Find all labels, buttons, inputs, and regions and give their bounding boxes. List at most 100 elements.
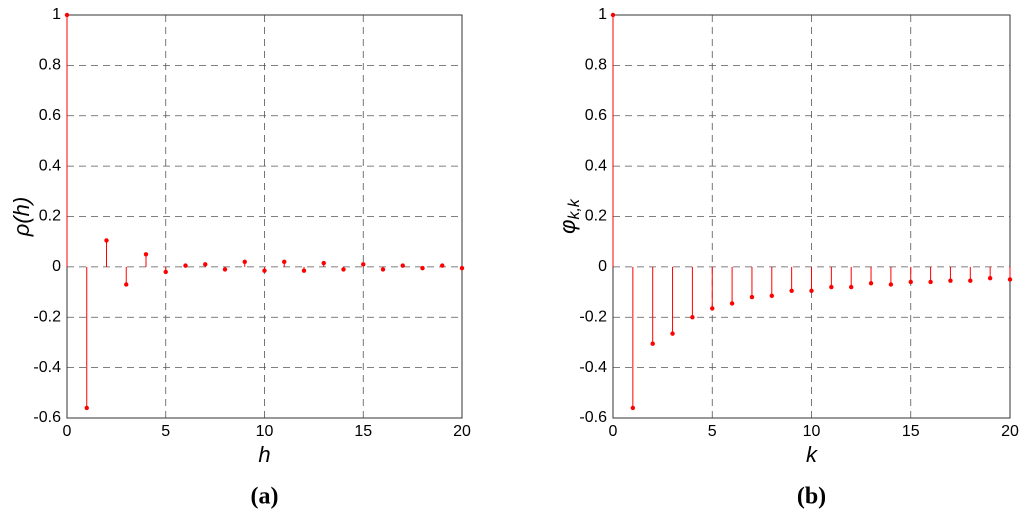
y-tick-label: 1 xyxy=(52,6,61,23)
x-tick-label: 15 xyxy=(354,423,372,440)
stem xyxy=(690,266,695,320)
caption: (a) xyxy=(251,484,279,510)
stem-marker xyxy=(459,265,465,271)
y-tick-label: 0.8 xyxy=(585,57,607,74)
stem xyxy=(143,252,149,267)
stem xyxy=(262,266,267,273)
stem xyxy=(203,262,208,267)
stem-marker xyxy=(420,265,425,271)
x-tick-label: 5 xyxy=(708,423,717,440)
x-tick-label: 20 xyxy=(1001,423,1019,440)
stem-marker xyxy=(650,341,655,346)
stem-marker xyxy=(1007,277,1013,282)
y-tick-label: 0.4 xyxy=(39,157,61,174)
stem-marker xyxy=(143,252,149,257)
stem xyxy=(84,266,89,411)
stem-marker xyxy=(183,263,188,268)
y-tick-label: -0.2 xyxy=(579,308,607,325)
x-tick-label: 0 xyxy=(609,423,618,440)
stem xyxy=(610,12,616,267)
stem-marker xyxy=(948,278,953,283)
stem xyxy=(630,266,636,411)
y-tick-label: -0.4 xyxy=(579,359,607,376)
stem xyxy=(650,266,655,346)
stem xyxy=(242,259,247,267)
stem xyxy=(64,12,70,267)
x-axis-label: k xyxy=(806,442,818,467)
y-tick-label: 0.2 xyxy=(39,208,61,225)
stem xyxy=(1007,266,1013,282)
x-tick-label: 5 xyxy=(161,423,170,440)
stem xyxy=(928,266,933,285)
y-tick-label: 1 xyxy=(598,6,607,23)
x-tick-label: 10 xyxy=(256,423,274,440)
stem-marker xyxy=(968,278,973,283)
stem-marker xyxy=(380,267,386,272)
stem xyxy=(400,263,405,268)
stem xyxy=(888,266,894,287)
stem xyxy=(321,260,326,267)
y-tick-label: 0.6 xyxy=(39,107,61,124)
stem-marker xyxy=(262,268,267,273)
stem xyxy=(282,259,287,267)
stem xyxy=(948,266,953,283)
y-tick-label: 0.2 xyxy=(585,208,607,225)
stem-marker xyxy=(222,267,228,272)
x-tick-label: 15 xyxy=(902,423,920,440)
y-tick-label: 0.6 xyxy=(585,107,607,124)
stem-marker xyxy=(928,279,933,285)
stem xyxy=(749,266,755,300)
stem-marker xyxy=(361,262,366,267)
stem-marker xyxy=(987,276,993,281)
stem-marker xyxy=(124,282,129,287)
stem xyxy=(380,266,386,272)
stem xyxy=(124,266,129,287)
stem xyxy=(670,266,675,336)
stem xyxy=(710,266,715,311)
stem xyxy=(301,266,307,273)
x-tick-label: 10 xyxy=(803,423,821,440)
y-axis-label-subscript: k,k xyxy=(566,198,583,219)
stem xyxy=(968,266,973,283)
stem-marker xyxy=(690,315,695,320)
stem-marker xyxy=(888,282,894,287)
stem xyxy=(440,263,445,268)
stem xyxy=(829,266,834,290)
stem-marker xyxy=(849,284,854,290)
stem xyxy=(987,266,993,281)
x-tick-label: 0 xyxy=(63,423,72,440)
y-axis-label: φk,k xyxy=(555,198,583,234)
stem-marker xyxy=(203,262,208,267)
y-tick-label: 0.4 xyxy=(585,157,607,174)
stem xyxy=(849,266,854,290)
stem xyxy=(789,266,794,294)
stem-marker xyxy=(868,281,874,286)
stem xyxy=(809,266,814,294)
stem-marker xyxy=(242,259,247,265)
y-tick-label: -0.6 xyxy=(579,409,607,426)
y-axis-label: ρ(h) xyxy=(9,197,34,238)
stem-marker xyxy=(789,288,794,294)
stem-marker xyxy=(630,405,636,411)
stem-marker xyxy=(729,301,735,306)
stem-marker xyxy=(282,259,287,265)
stem-marker xyxy=(163,269,168,275)
stem-marker xyxy=(809,288,814,294)
stem-marker xyxy=(829,284,834,290)
x-axis-label: h xyxy=(258,442,270,467)
stem xyxy=(420,265,425,271)
stem-marker xyxy=(908,279,913,285)
stem-marker xyxy=(301,268,307,273)
stem xyxy=(361,262,366,267)
stem-marker xyxy=(749,294,755,300)
stem-marker xyxy=(670,331,675,336)
stem xyxy=(729,266,735,306)
stem-marker xyxy=(321,260,326,266)
stem-marker xyxy=(64,12,70,18)
stem-marker xyxy=(341,267,346,272)
x-tick-label: 20 xyxy=(453,423,471,440)
stem-marker xyxy=(84,405,89,411)
y-tick-label: 0 xyxy=(52,258,61,275)
stem xyxy=(908,266,913,285)
